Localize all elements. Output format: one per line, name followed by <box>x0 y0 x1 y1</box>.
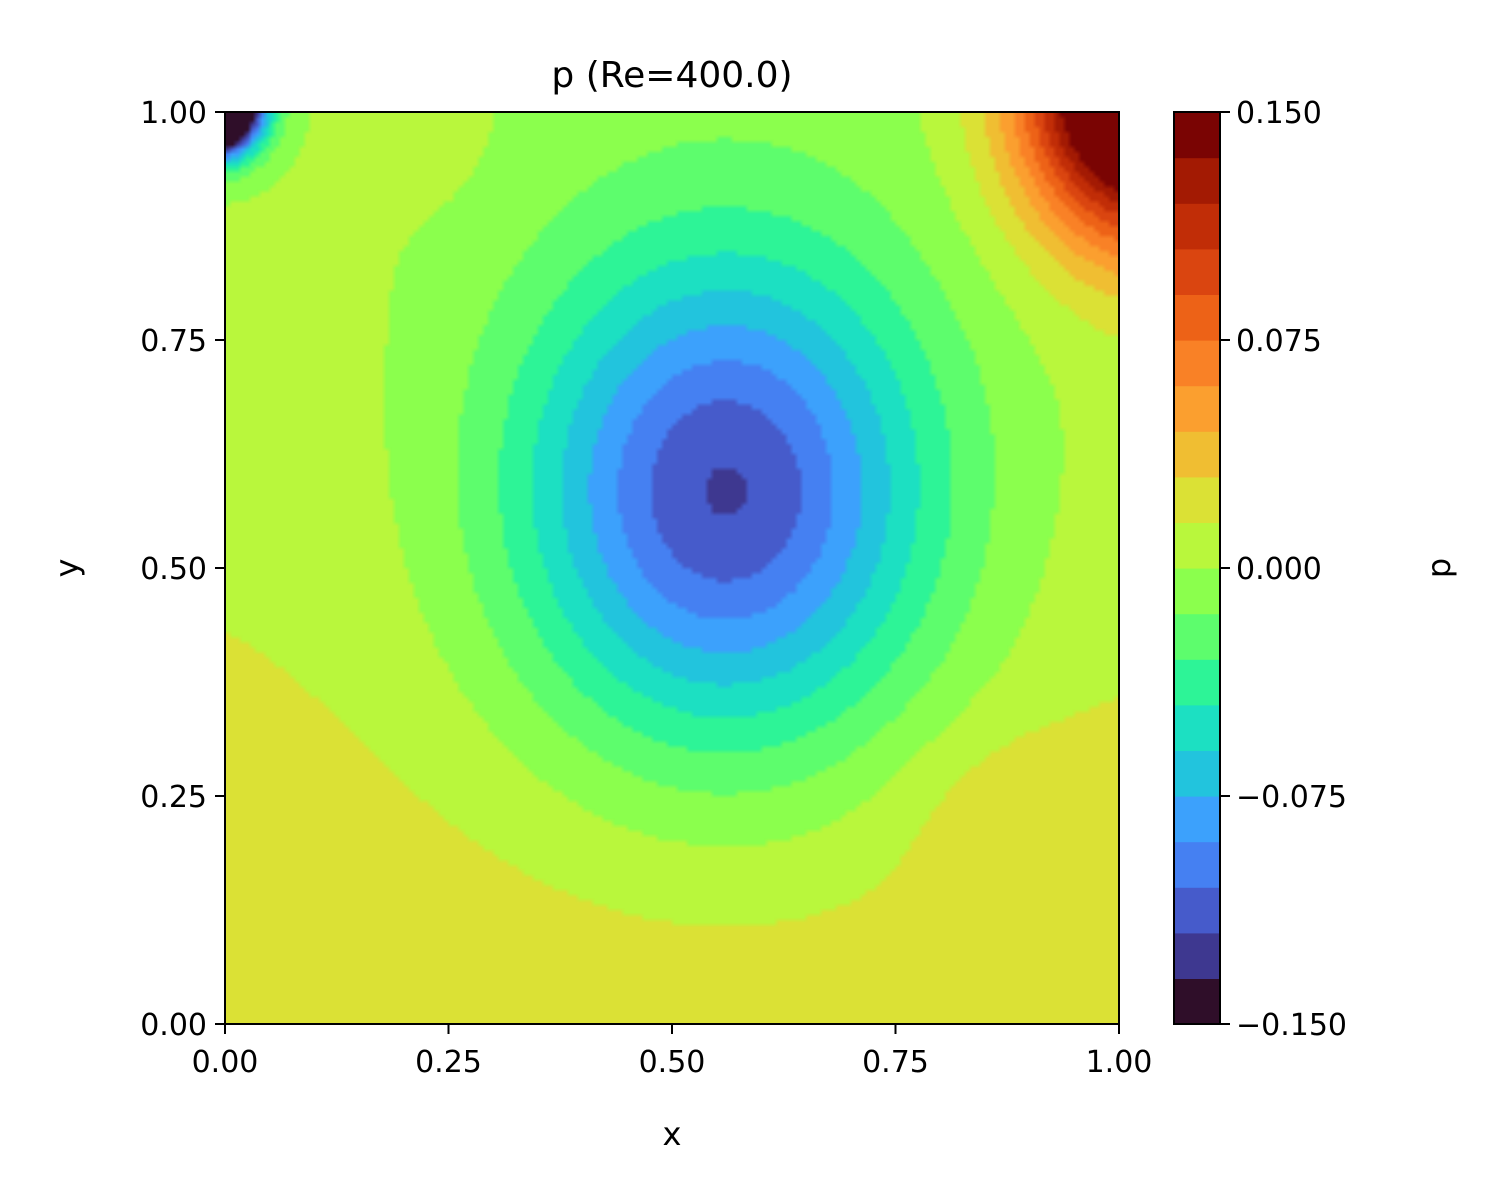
colorbar-level <box>1174 476 1220 523</box>
colorbar-level <box>1174 613 1220 660</box>
y-axis: 0.00 0.25 0.50 0.75 1.00 <box>140 96 225 1043</box>
colorbar-level <box>1174 704 1220 751</box>
x-tick-label: 0.50 <box>639 1045 706 1080</box>
colorbar-tick-label: 0.150 <box>1236 96 1322 131</box>
y-tick-label: 0.00 <box>140 1008 207 1043</box>
colorbar-level <box>1174 157 1220 204</box>
heatmap-field <box>225 112 1119 1024</box>
colorbar-level <box>1174 522 1220 569</box>
y-tick-label: 0.75 <box>140 324 207 359</box>
colorbar-level <box>1174 841 1220 888</box>
colorbar-level <box>1174 568 1220 615</box>
colorbar-ticks: 0.150 0.075 0.000 −0.075 −0.150 <box>1220 96 1347 1043</box>
colorbar-tick-label: 0.000 <box>1236 552 1322 587</box>
colorbar-level <box>1174 340 1220 387</box>
colorbar-level <box>1174 978 1220 1025</box>
colorbar-level <box>1174 796 1220 843</box>
colorbar-level <box>1174 112 1220 159</box>
colorbar-level <box>1174 887 1220 934</box>
x-axis: 0.00 0.25 0.50 0.75 1.00 <box>192 1024 1153 1080</box>
colorbar-tick-label: −0.075 <box>1236 780 1347 815</box>
colorbar-level <box>1174 294 1220 341</box>
colorbar-level <box>1174 248 1220 295</box>
x-tick-label: 0.75 <box>862 1045 929 1080</box>
colorbar <box>1174 112 1220 1025</box>
colorbar-level <box>1174 932 1220 979</box>
y-tick-label: 0.50 <box>140 552 207 587</box>
pressure-field-image <box>225 112 1119 1024</box>
y-tick-label: 0.25 <box>140 780 207 815</box>
y-tick-label: 1.00 <box>140 96 207 131</box>
colorbar-level <box>1174 750 1220 797</box>
colorbar-level <box>1174 385 1220 432</box>
chart-title: p (Re=400.0) <box>551 55 792 96</box>
colorbar-level <box>1174 203 1220 250</box>
colorbar-tick-label: −0.150 <box>1236 1008 1347 1043</box>
colorbar-label: p <box>1420 558 1458 578</box>
colorbar-level <box>1174 431 1220 478</box>
y-axis-label: y <box>48 559 86 578</box>
colorbar-tick-label: 0.075 <box>1236 324 1322 359</box>
x-tick-label: 1.00 <box>1086 1045 1153 1080</box>
x-axis-label: x <box>663 1115 682 1153</box>
colorbar-level <box>1174 659 1220 706</box>
x-tick-label: 0.25 <box>415 1045 482 1080</box>
x-tick-label: 0.00 <box>192 1045 259 1080</box>
